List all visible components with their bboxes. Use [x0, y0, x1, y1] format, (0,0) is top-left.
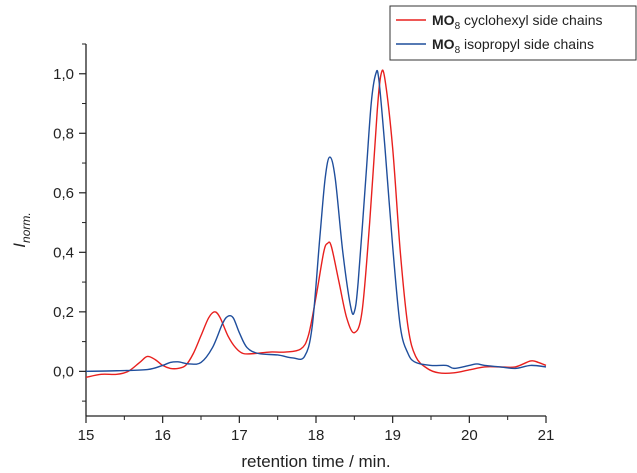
series-line-cyclohexyl — [85, 69, 547, 378]
x-axis-title: retention time / min. — [241, 452, 390, 471]
legend-box — [389, 5, 637, 61]
series-line-isopropyl — [85, 69, 547, 373]
y-tick-label: 0,4 — [53, 244, 74, 261]
y-tick-label: 0,2 — [53, 304, 74, 321]
x-tick-label: 20 — [461, 427, 478, 444]
x-tick-label: 21 — [538, 427, 555, 444]
y-tick-label: 0,6 — [53, 185, 74, 202]
legend-label: MO8 cyclohexyl side chains — [432, 12, 603, 32]
x-tick-label: 15 — [78, 427, 95, 444]
y-axis-title: Inorm. — [10, 212, 33, 247]
legend: MO8 cyclohexyl side chains MO8 isopropyl … — [389, 5, 637, 61]
x-tick-label: 18 — [308, 427, 325, 444]
x-tick-label: 17 — [231, 427, 248, 444]
y-tick-label: 0,8 — [53, 125, 74, 142]
y-tick-label: 1,0 — [53, 66, 74, 83]
legend-label: MO8 isopropyl side chains — [432, 36, 594, 56]
plot-area — [85, 69, 547, 378]
x-tick-label: 16 — [154, 427, 171, 444]
x-tick-label: 19 — [384, 427, 401, 444]
y-tick-label: 0,0 — [53, 363, 74, 380]
axes: 15 16 17 18 19 20 21 0,0 0,2 0,4 0,6 0,8 1,0 retentio… — [10, 43, 555, 471]
